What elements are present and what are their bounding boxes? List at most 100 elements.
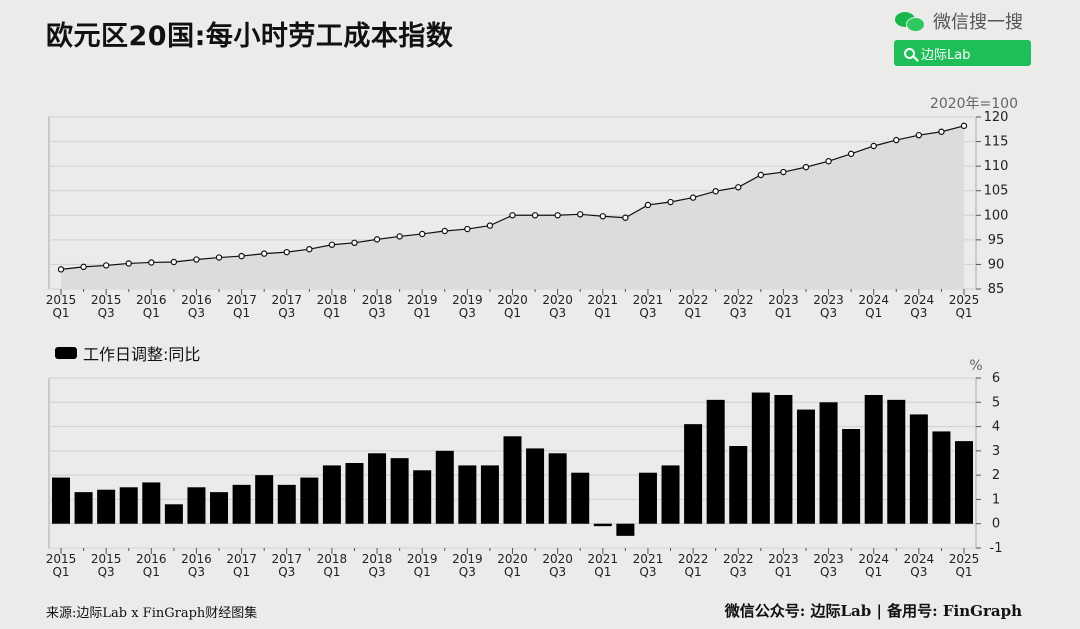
index-area	[61, 125, 964, 290]
yoy-bar	[322, 465, 341, 524]
index-point	[125, 260, 132, 267]
source-note: 来源:边际Lab x FinGraph财经图集	[46, 606, 258, 621]
x-tick-label-year: 2015	[91, 552, 122, 566]
x-tick-label-year: 2018	[317, 293, 348, 307]
credit-note: 微信公众号: 边际Lab | 备用号: FinGraph	[724, 602, 1022, 620]
x-tick-label-quarter: Q1	[955, 565, 972, 579]
yoy-bar	[955, 441, 973, 524]
wechat-search-label: 微信搜一搜	[933, 12, 1023, 33]
yoy-bar	[729, 446, 748, 524]
x-tick-label-year: 2016	[136, 293, 167, 307]
x-tick-label-quarter: Q1	[233, 565, 250, 579]
yoy-bar	[187, 487, 206, 524]
bar-chart-legend: 工作日调整:同比	[55, 341, 200, 365]
y-tick-label: 120	[984, 110, 1009, 125]
x-tick-label-quarter: Q1	[414, 565, 431, 579]
index-point	[509, 212, 516, 219]
x-tick-label-quarter: Q1	[594, 306, 611, 320]
x-tick-label-quarter: Q1	[414, 306, 431, 320]
search-button-label: 边际Lab	[921, 47, 971, 63]
x-tick-label-quarter: Q3	[369, 306, 386, 320]
legend-swatch	[55, 347, 77, 359]
index-point	[328, 241, 336, 248]
yoy-bar	[842, 429, 861, 524]
x-tick-label-year: 2024	[904, 293, 935, 307]
x-tick-label-year: 2019	[452, 552, 483, 566]
index-point	[80, 263, 87, 271]
index-point	[351, 239, 358, 247]
yoy-bar	[74, 492, 93, 524]
x-tick-label-year: 2021	[633, 552, 664, 566]
x-tick-label-year: 2017	[226, 293, 257, 307]
yoy-bar	[390, 458, 409, 524]
x-tick-label-quarter: Q1	[865, 565, 882, 579]
x-tick-label-year: 2020	[542, 552, 573, 566]
x-tick-label-quarter: Q1	[865, 306, 882, 320]
x-tick-label-quarter: Q3	[820, 306, 837, 320]
x-tick-label-year: 2021	[588, 552, 619, 566]
index-point	[373, 236, 381, 243]
index-point	[960, 122, 968, 130]
index-point	[689, 194, 697, 201]
x-tick-label-year: 2017	[271, 293, 302, 307]
x-tick-label-year: 2018	[362, 552, 393, 566]
yoy-change-bar-chart: -101234562015Q12015Q32016Q12016Q32017Q12…	[46, 358, 1003, 579]
y-tick-label: 105	[984, 184, 1009, 199]
y-tick-label: 0	[992, 517, 1000, 532]
page-title: 欧元区20国:每小时劳工成本指数	[46, 21, 454, 52]
yoy-bar	[52, 477, 70, 524]
yoy-bar	[368, 453, 387, 524]
yoy-bar	[97, 489, 116, 524]
x-tick-label-quarter: Q3	[278, 306, 295, 320]
x-tick-label-quarter: Q1	[143, 565, 160, 579]
yoy-bar	[616, 523, 635, 536]
x-tick-label-year: 2018	[317, 552, 348, 566]
index-point	[57, 266, 65, 273]
x-tick-label-quarter: Q3	[549, 565, 566, 579]
yoy-bar	[119, 487, 138, 524]
x-tick-label-quarter: Q1	[323, 565, 340, 579]
x-tick-label-year: 2015	[46, 293, 77, 307]
x-tick-label-year: 2023	[813, 293, 844, 307]
index-point	[396, 233, 403, 240]
index-point	[148, 259, 155, 266]
index-point	[260, 250, 268, 257]
yoy-bar	[864, 395, 883, 524]
x-tick-label-year: 2020	[542, 293, 573, 307]
x-tick-label-year: 2024	[858, 552, 889, 566]
index-point	[170, 258, 178, 266]
yoy-bar	[819, 402, 838, 524]
yoy-bar	[232, 484, 251, 524]
index-point	[938, 128, 945, 135]
x-tick-label-year: 2025	[949, 552, 980, 566]
index-point	[757, 171, 765, 179]
x-tick-label-quarter: Q3	[369, 565, 386, 579]
x-tick-label-year: 2016	[181, 552, 212, 566]
x-tick-label-quarter: Q1	[685, 565, 702, 579]
yoy-bar	[638, 472, 657, 524]
index-point	[486, 222, 494, 229]
index-point	[215, 254, 223, 261]
x-tick-label-year: 2016	[181, 293, 212, 307]
x-tick-label-quarter: Q3	[188, 306, 205, 320]
x-tick-label-quarter: Q3	[910, 565, 927, 579]
yoy-bar	[345, 463, 364, 524]
y-tick-label: 4	[992, 420, 1000, 435]
index-point	[306, 245, 313, 253]
x-tick-label-quarter: Q1	[685, 306, 702, 320]
index-point	[554, 212, 561, 219]
x-tick-label-quarter: Q3	[278, 565, 295, 579]
x-tick-label-quarter: Q3	[639, 306, 656, 320]
yoy-bar	[909, 414, 928, 524]
yoy-bar	[300, 477, 319, 524]
index-point	[780, 168, 787, 176]
x-tick-label-quarter: Q3	[459, 306, 476, 320]
x-tick-label-quarter: Q1	[775, 565, 792, 579]
y-tick-label: 5	[992, 395, 1000, 410]
index-point	[599, 213, 607, 220]
yoy-bar	[796, 409, 815, 524]
search-button[interactable]: 边际Lab	[894, 40, 1031, 66]
x-tick-label-year: 2023	[768, 552, 799, 566]
yoy-bar	[458, 465, 477, 524]
index-point	[238, 252, 245, 260]
